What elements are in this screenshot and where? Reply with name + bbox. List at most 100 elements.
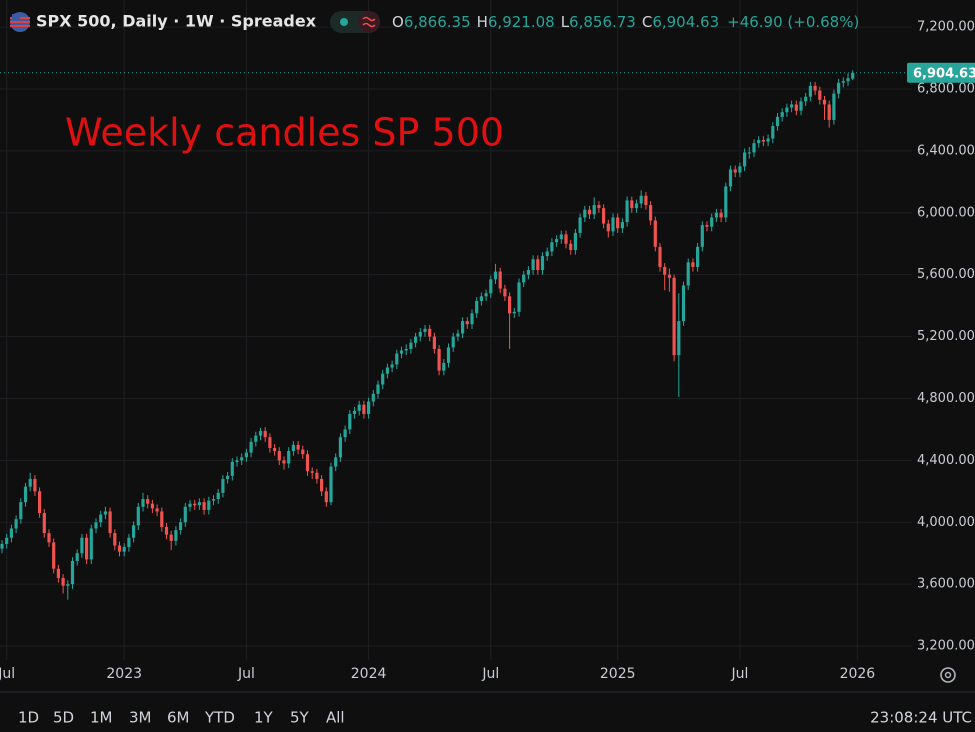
candle-body: [357, 404, 361, 411]
candle-body: [296, 444, 300, 450]
candle-body: [343, 429, 347, 438]
candle-body: [150, 503, 154, 509]
candle-body: [696, 246, 700, 267]
candle-body: [724, 186, 728, 218]
candle-body: [315, 472, 319, 479]
candle-body: [282, 460, 286, 464]
candle-body: [677, 321, 681, 356]
candle-body: [437, 348, 441, 371]
candle-body: [700, 225, 704, 247]
toolbar: 1D 5D 1M 3M 6M YTD 1Y 5Y All: [18, 709, 345, 727]
candle-body: [616, 217, 620, 229]
ohlc-value: 6,856.73: [569, 13, 636, 31]
settings-icon[interactable]: [940, 667, 956, 683]
candle-body: [310, 471, 314, 473]
candle-body: [475, 300, 479, 314]
candle-body: [352, 410, 357, 414]
candle-body: [240, 457, 244, 461]
candle-body: [258, 430, 263, 436]
y-tick-label: 3,200.00: [917, 639, 975, 654]
candle-body: [794, 104, 798, 111]
range-button[interactable]: 3M: [129, 709, 152, 727]
candle-body: [681, 285, 686, 322]
candle-body: [230, 461, 234, 476]
x-tick-label: 2025: [600, 666, 636, 682]
candle-body: [785, 107, 789, 113]
ohlc-key: C: [642, 13, 652, 31]
candle-body: [780, 112, 784, 117]
candle-body: [522, 274, 526, 283]
x-tick-label: Jul: [237, 666, 255, 682]
candle-body: [691, 262, 695, 267]
candle-body: [663, 266, 667, 275]
wave-badge: [358, 12, 380, 32]
candle-body: [517, 282, 521, 312]
candle-body: [146, 499, 150, 504]
candle-body: [818, 90, 822, 100]
candle-body: [625, 200, 629, 223]
candle-body: [329, 466, 333, 503]
candle-body: [841, 81, 845, 83]
candle-body: [174, 530, 178, 541]
candle-body: [334, 457, 338, 467]
candle-body: [620, 222, 624, 229]
candle-body: [597, 205, 601, 209]
ohlc-key: H: [477, 13, 488, 31]
candle-body: [291, 444, 295, 452]
candle-body: [489, 279, 493, 294]
candle-body: [183, 506, 187, 523]
candle-body: [362, 404, 366, 414]
candle-body: [141, 499, 145, 507]
y-tick-label: 5,600.00: [917, 267, 975, 282]
candle-body: [235, 460, 239, 462]
range-button[interactable]: 5Y: [290, 709, 310, 727]
candle-body: [644, 195, 648, 206]
candle-body: [728, 169, 733, 187]
candle-body: [395, 353, 399, 365]
candle-body: [216, 492, 220, 500]
candle-body: [639, 195, 643, 204]
range-button[interactable]: YTD: [204, 709, 235, 727]
candle-body: [211, 499, 216, 501]
candle-body: [587, 209, 592, 215]
candle-body: [432, 336, 436, 349]
candle-body: [733, 169, 737, 173]
flag-canton: [12, 14, 20, 21]
candle-body: [775, 116, 780, 127]
range-button[interactable]: All: [326, 709, 345, 727]
candle-body: [479, 296, 483, 301]
wave-icon: [362, 16, 376, 28]
range-button[interactable]: 6M: [167, 709, 190, 727]
candle-body: [837, 82, 841, 94]
candle-body: [9, 528, 13, 538]
candle-body: [404, 348, 408, 351]
candle-body: [512, 311, 516, 314]
candle-body: [757, 140, 761, 144]
candle-body: [169, 534, 173, 541]
candle-body: [287, 451, 291, 464]
annotation: Weekly candles SP 500: [65, 111, 504, 155]
candle-body: [197, 502, 201, 506]
x-tick-label: 2026: [840, 666, 876, 682]
candle-body: [399, 350, 404, 354]
candle-body: [761, 140, 765, 142]
candle-body: [465, 321, 469, 325]
candle-body: [94, 522, 98, 529]
range-button[interactable]: 1Y: [254, 709, 274, 727]
candle-body: [503, 288, 507, 297]
candle-body: [193, 503, 197, 506]
clock: 23:08:24 UTC: [870, 709, 972, 727]
candle-body: [461, 321, 465, 334]
candle-body: [70, 560, 75, 585]
range-button[interactable]: 5D: [53, 709, 74, 727]
candle-body: [719, 212, 723, 218]
candle-body: [832, 93, 836, 120]
candle-body: [846, 78, 850, 82]
candle-body: [649, 205, 653, 221]
range-button[interactable]: 1M: [90, 709, 113, 727]
candle-body: [0, 543, 4, 549]
range-button[interactable]: 1D: [18, 709, 39, 727]
candle-body: [418, 331, 422, 337]
candle-body: [99, 514, 103, 523]
candle-body: [851, 72, 855, 79]
